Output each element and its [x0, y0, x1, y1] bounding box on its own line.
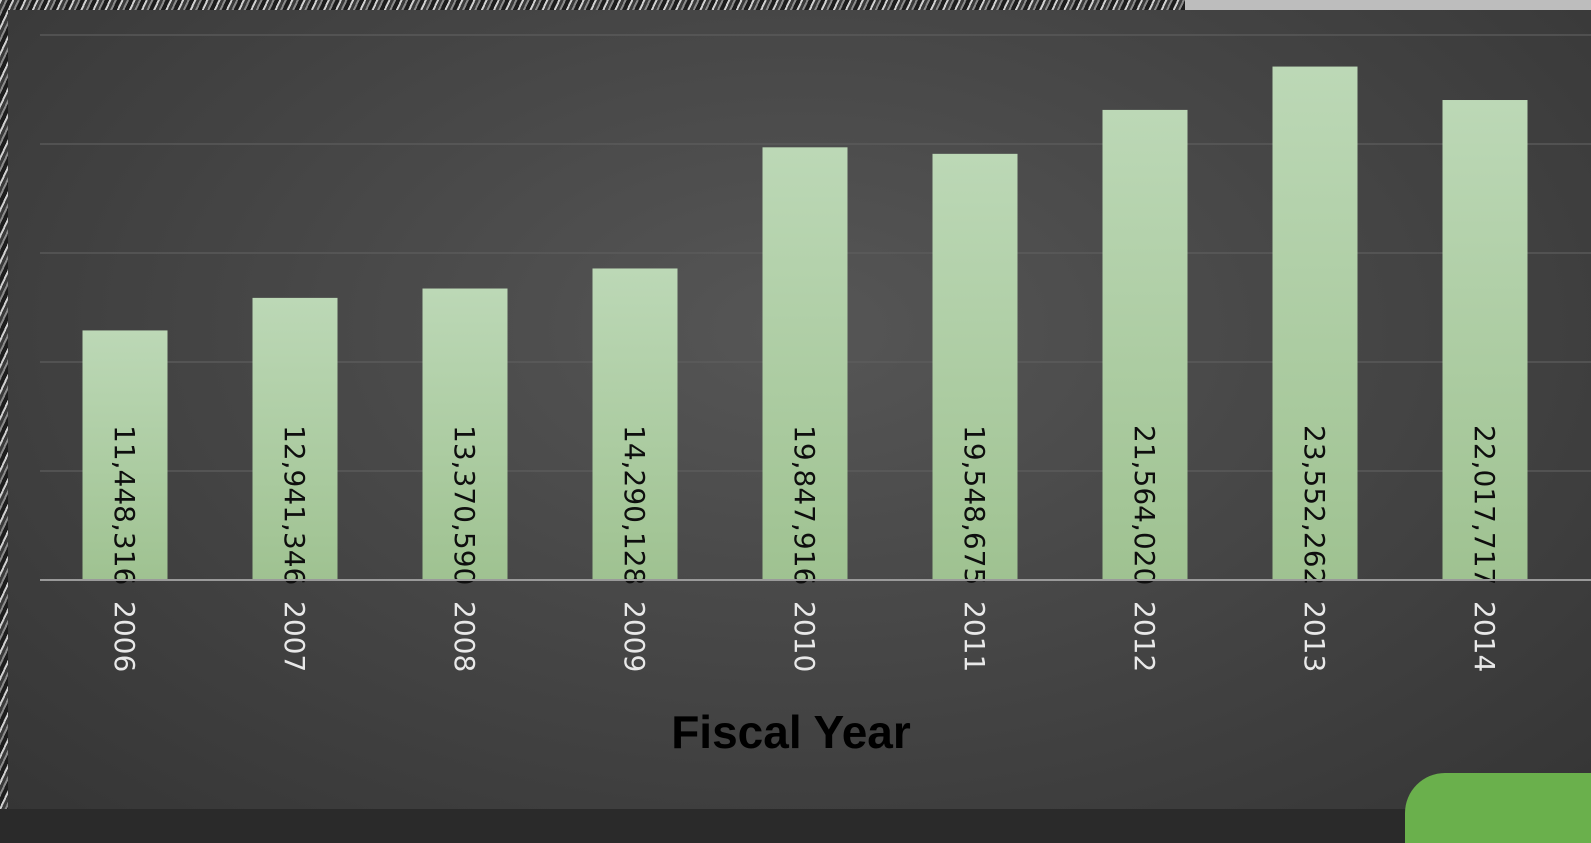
- bar-2014: [1442, 100, 1528, 581]
- bar-value-label: 22,017,717: [1468, 425, 1501, 585]
- top-strip: [1185, 0, 1591, 11]
- x-tick-label: 2010: [788, 601, 821, 672]
- bar-value-label: 13,370,590: [448, 425, 481, 585]
- x-tick-label: 2011: [958, 601, 991, 672]
- bar-value-label: 19,847,916: [788, 425, 821, 585]
- bar-2007: [252, 297, 338, 580]
- bar-2006: [82, 330, 168, 580]
- x-tick-label: 2007: [278, 601, 311, 672]
- bar-2012: [1102, 109, 1188, 581]
- x-axis-title: Fiscal Year: [671, 706, 911, 758]
- bars: 11,448,316 12,941,346 13,370,590 14,290,128…: [82, 66, 1528, 585]
- x-tick-label: 2006: [108, 601, 141, 672]
- bar-2011: [932, 153, 1018, 581]
- bar-value-label: 23,552,262: [1298, 425, 1331, 585]
- bar-value-label: 14,290,128: [618, 425, 651, 585]
- bar-2009: [592, 268, 678, 580]
- corner-decoration: [1405, 773, 1591, 843]
- x-tick-label: 2013: [1298, 601, 1331, 672]
- bar-2008: [422, 288, 508, 580]
- bar-value-label: 21,564,020: [1128, 425, 1161, 585]
- bar-value-label: 12,941,346: [278, 425, 311, 585]
- bar-value-label: 19,548,675: [958, 425, 991, 585]
- bar-2013: [1272, 66, 1358, 581]
- bar-2010: [762, 147, 848, 580]
- x-tick-label: 2012: [1128, 601, 1161, 672]
- x-tick-labels: 2006 2007 2008 2009 2010 2011 2012 2013 2014: [108, 601, 1501, 672]
- bar-chart: 11,448,316 12,941,346 13,370,590 14,290,128…: [40, 66, 1591, 758]
- x-tick-label: 2008: [448, 601, 481, 672]
- x-tick-label: 2009: [618, 601, 651, 672]
- bar-value-label: 11,448,316: [108, 425, 141, 585]
- x-tick-label: 2014: [1468, 601, 1501, 672]
